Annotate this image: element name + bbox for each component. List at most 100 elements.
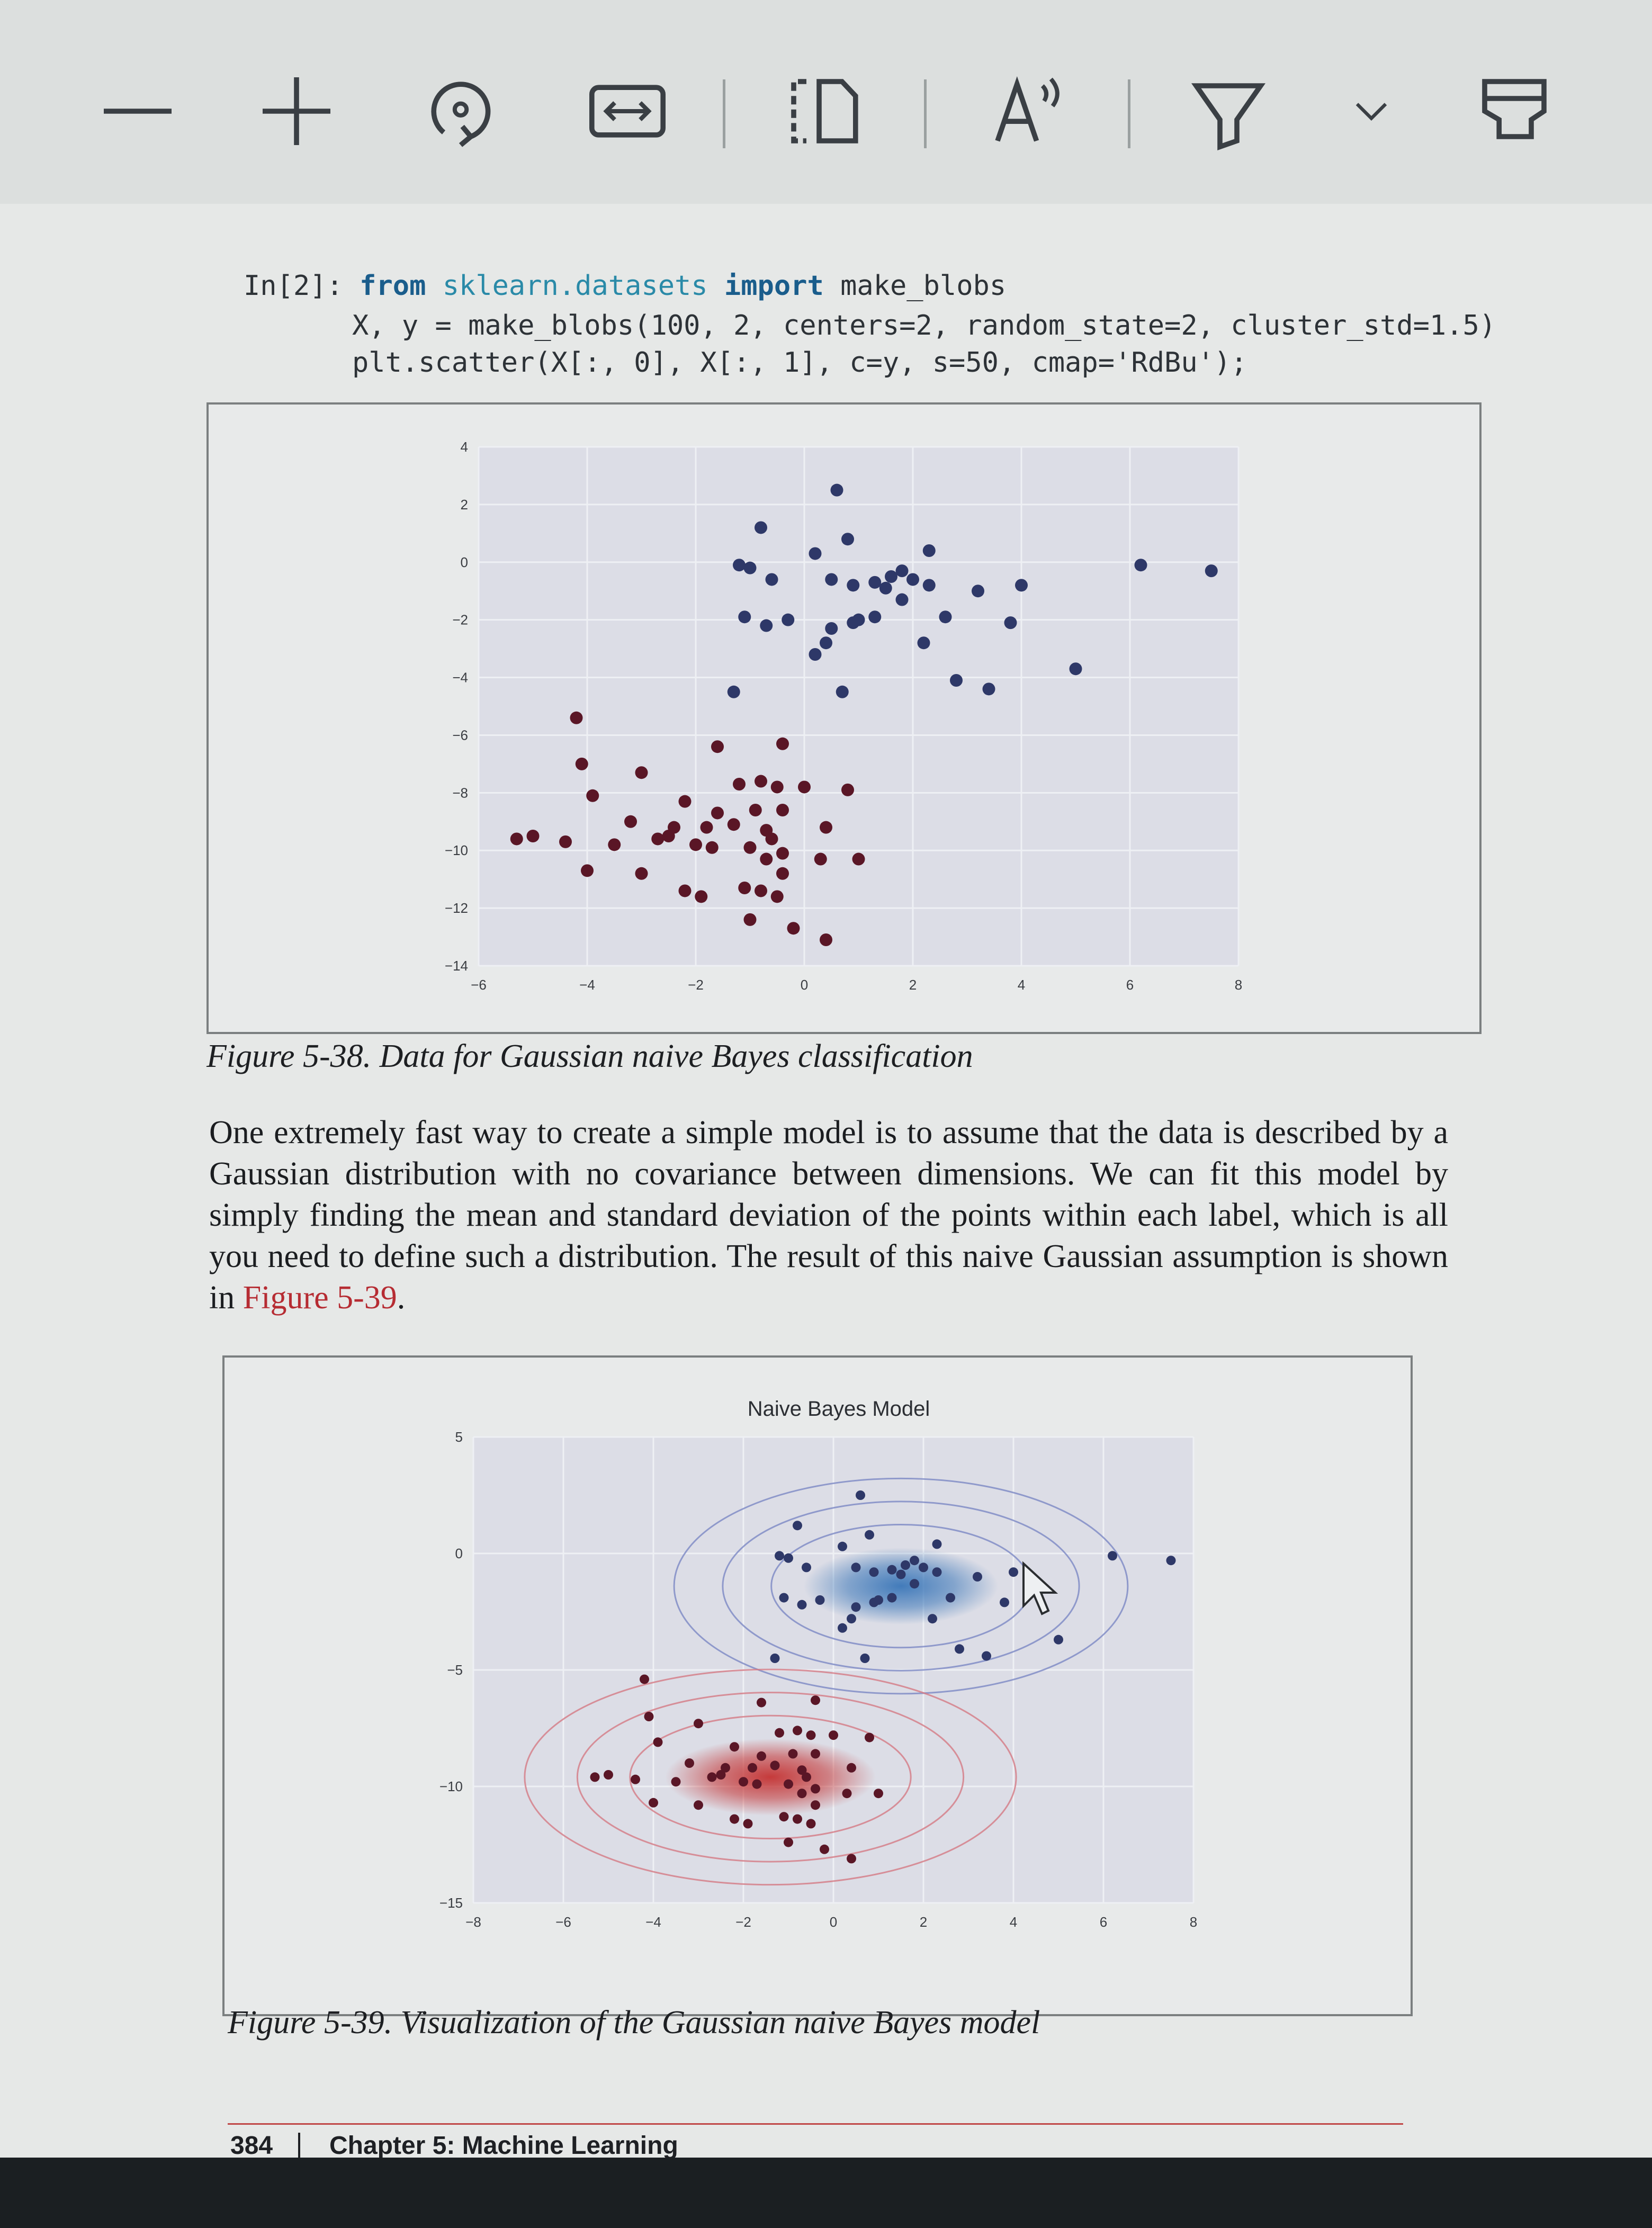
- data-point-class-1: [711, 806, 724, 820]
- figure-link[interactable]: Figure 5-39: [243, 1280, 397, 1316]
- data-point-class-0: [887, 1565, 897, 1575]
- code-line-3: plt.scatter(X[:, 0], X[:, 1], c=y, s=50,…: [352, 347, 1247, 379]
- data-point-class-0: [1000, 1597, 1009, 1607]
- data-point-class-1: [802, 1772, 811, 1782]
- data-point-class-1: [649, 1798, 658, 1808]
- highlighter-button[interactable]: [1181, 64, 1276, 159]
- data-point-class-1: [653, 1737, 663, 1747]
- data-point-class-0: [825, 622, 838, 635]
- paragraph-end: .: [397, 1280, 406, 1316]
- fit-width-icon: [589, 85, 666, 138]
- data-point-class-1: [624, 815, 637, 828]
- data-point-class-1: [797, 1765, 807, 1775]
- data-point-class-1: [662, 830, 675, 842]
- data-point-class-0: [928, 1614, 937, 1624]
- data-point-class-0: [1166, 1556, 1176, 1566]
- y-tick-label: 4: [461, 439, 468, 455]
- data-point-class-1: [806, 1819, 816, 1829]
- eraser-icon: [1482, 79, 1547, 139]
- data-point-class-1: [608, 838, 621, 851]
- data-point-class-0: [727, 685, 740, 698]
- x-tick-label: 6: [1126, 977, 1134, 993]
- highlighter-options-button[interactable]: [1324, 64, 1419, 159]
- data-point-class-0: [910, 1556, 919, 1566]
- data-point-class-1: [787, 922, 800, 935]
- code-line-2: X, y = make_blobs(100, 2, centers=2, ran…: [352, 310, 1496, 342]
- data-point-class-1: [635, 766, 648, 779]
- class-1-gaussian: [524, 1668, 1017, 1886]
- naive-bayes-chart: −8 −6 −4 −2 0 2 4 6 8 5 0 −5 −10 −15 Naive Bayes Model: [439, 1397, 1197, 1930]
- data-point-class-1: [590, 1772, 600, 1782]
- data-point-class-0: [868, 576, 882, 589]
- x-tick-label: −8: [465, 1914, 481, 1930]
- chart-title: Naive Bayes Model: [748, 1397, 930, 1421]
- data-point-class-0: [946, 1593, 955, 1603]
- data-point-class-0: [784, 1553, 793, 1563]
- data-point-class-1: [586, 789, 599, 802]
- data-point-class-0: [779, 1593, 789, 1603]
- data-point-class-0: [910, 1579, 919, 1589]
- footer-rule: [228, 2123, 1403, 2125]
- toolbar-divider: [924, 79, 927, 148]
- data-point-class-0: [856, 1490, 865, 1500]
- data-point-class-1: [847, 1763, 856, 1773]
- x-tick-label: 8: [1190, 1914, 1197, 1930]
- page-view-icon: [791, 79, 858, 143]
- figure-2-caption: Figure 5-39. Visualization of the Gaussi…: [228, 2005, 1040, 2041]
- data-point-class-0: [869, 1567, 879, 1577]
- y-tick-label: −14: [445, 958, 468, 974]
- data-point-class-1: [559, 835, 572, 848]
- data-point-class-1: [770, 890, 784, 903]
- data-point-class-0: [901, 1560, 910, 1570]
- data-point-class-0: [770, 1654, 780, 1663]
- data-point-class-0: [847, 579, 860, 592]
- toolbar-divider: [723, 79, 725, 148]
- data-point-class-1: [730, 1742, 739, 1752]
- data-point-class-1: [730, 1814, 739, 1824]
- data-point-class-0: [865, 1530, 874, 1540]
- data-point-class-1: [581, 864, 594, 877]
- x-tick-label: −2: [688, 977, 704, 993]
- data-point-class-0: [1009, 1567, 1018, 1577]
- data-point-class-0: [760, 619, 773, 632]
- zoom-in-button[interactable]: [249, 64, 344, 159]
- data-point-class-0: [895, 593, 909, 606]
- data-point-class-0: [982, 1651, 991, 1661]
- y-tick-label: −15: [439, 1895, 463, 1911]
- data-point-class-0: [815, 1595, 825, 1605]
- data-point-class-1: [788, 1749, 798, 1759]
- data-point-class-0: [765, 573, 778, 586]
- data-point-class-1: [640, 1674, 649, 1684]
- read-aloud-button[interactable]: [980, 64, 1075, 159]
- data-point-class-0: [917, 636, 930, 650]
- data-point-class-1: [776, 847, 789, 860]
- contour-ellipse: [576, 1692, 965, 1863]
- eraser-button[interactable]: [1467, 64, 1562, 159]
- data-point-class-0: [836, 685, 849, 698]
- data-point-class-1: [743, 913, 757, 926]
- data-point-class-0: [973, 1572, 982, 1582]
- data-point-class-0: [797, 1600, 807, 1610]
- data-point-class-1: [757, 1697, 766, 1708]
- page-view-button[interactable]: [776, 64, 871, 159]
- data-point-class-0: [896, 1569, 906, 1579]
- data-point-class-1: [765, 832, 778, 846]
- chevron-down-icon: [1355, 103, 1387, 121]
- data-point-class-0: [895, 564, 909, 578]
- read-aloud-icon: [995, 76, 1060, 142]
- fit-width-button[interactable]: [580, 64, 675, 159]
- data-point-class-0: [950, 674, 963, 687]
- data-point-class-1: [776, 737, 789, 750]
- data-point-class-0: [982, 682, 995, 696]
- data-point-class-0: [809, 547, 822, 560]
- data-point-class-1: [743, 1819, 753, 1829]
- data-point-class-0: [847, 1614, 856, 1624]
- scatter-chart: −6 −4 −2 0 2 4 6 8 4 2 0 −2 −4 −6 −8 −10 −12 −14: [445, 439, 1242, 993]
- rotate-button[interactable]: [413, 64, 508, 159]
- data-point-class-1: [689, 838, 702, 851]
- zoom-out-button[interactable]: [90, 64, 185, 159]
- data-point-class-0: [802, 1562, 811, 1573]
- data-point-class-1: [841, 783, 854, 796]
- data-point-class-1: [635, 867, 648, 880]
- x-tick-label: 2: [909, 977, 917, 993]
